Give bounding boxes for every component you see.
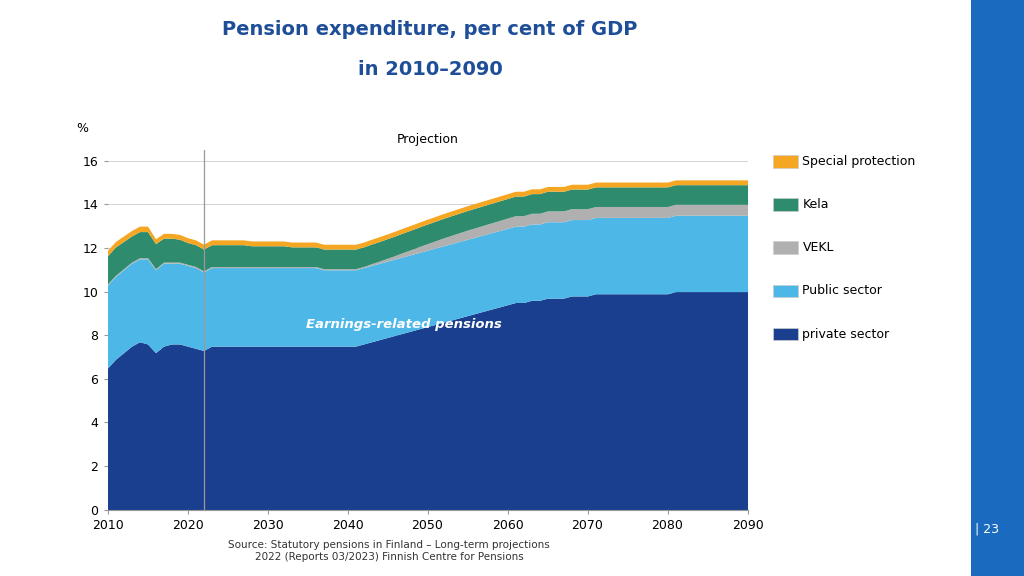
- Text: Earnings-related pensions: Earnings-related pensions: [305, 318, 502, 331]
- Text: Source: Statutory pensions in Finland – Long-term projections
2022 (Reports 03/2: Source: Statutory pensions in Finland – …: [228, 540, 550, 562]
- Text: Kela: Kela: [803, 198, 828, 211]
- Text: Projection: Projection: [396, 133, 459, 146]
- Text: VEKL: VEKL: [803, 241, 834, 254]
- Text: private sector: private sector: [803, 328, 890, 340]
- Text: in 2010–2090: in 2010–2090: [357, 60, 503, 79]
- Text: %: %: [76, 122, 88, 135]
- Text: Special protection: Special protection: [803, 155, 915, 168]
- Text: | 23: | 23: [975, 522, 998, 536]
- Text: Pension expenditure, per cent of GDP: Pension expenditure, per cent of GDP: [222, 20, 638, 39]
- Text: Public sector: Public sector: [803, 285, 883, 297]
